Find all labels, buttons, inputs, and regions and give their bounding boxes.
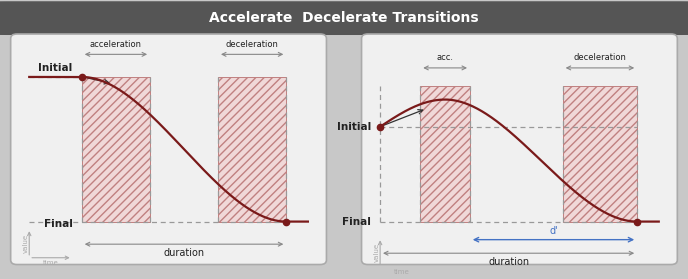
Text: acc.: acc.	[437, 53, 453, 62]
Text: Final: Final	[44, 219, 73, 229]
Text: time: time	[394, 269, 409, 275]
Text: value: value	[23, 234, 28, 252]
Text: Initial: Initial	[39, 63, 73, 73]
Text: d': d'	[549, 226, 558, 236]
Text: time: time	[43, 260, 58, 266]
Bar	[82, 77, 150, 222]
Text: Final: Final	[342, 217, 371, 227]
Text: duration: duration	[164, 247, 204, 258]
Text: value: value	[374, 242, 379, 262]
Bar	[420, 86, 470, 222]
Text: acceleration: acceleration	[90, 40, 142, 49]
FancyBboxPatch shape	[11, 34, 327, 264]
Text: deceleration: deceleration	[574, 53, 626, 62]
Text: Initial: Initial	[336, 122, 371, 132]
Bar	[218, 77, 286, 222]
FancyBboxPatch shape	[362, 34, 677, 264]
FancyBboxPatch shape	[0, 1, 688, 35]
Text: Accelerate  Decelerate Transitions: Accelerate Decelerate Transitions	[209, 11, 479, 25]
Text: deceleration: deceleration	[226, 40, 279, 49]
Bar	[563, 86, 637, 222]
Text: duration: duration	[488, 257, 529, 267]
